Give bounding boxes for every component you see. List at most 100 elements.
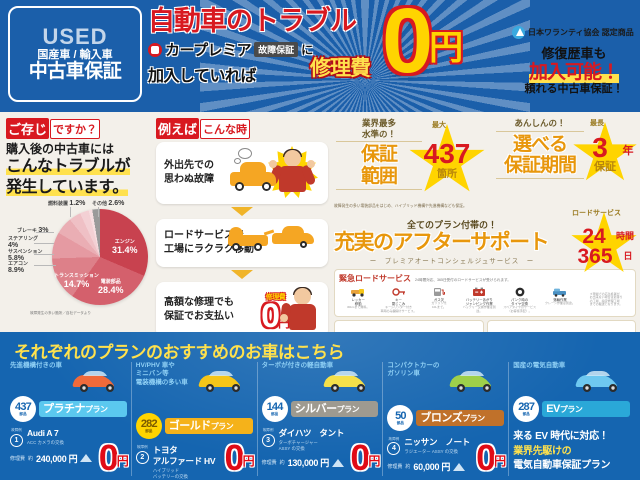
trouble-pie-chart: 燃料装置 1.2% その他 2.6% ブレーキ 3% ステアリング 4% サスペ… [6,199,152,321]
feature-coverage-scope: 業界最多 水準の！ 保証 範囲 [336,118,422,192]
plan-fee-label: 修理費 [387,464,403,471]
did-you-know-header: ご存じ ですか？ [6,118,152,139]
coverage-notice: 故障発生の多い電装部品をはじめ、ハイブリッド機構や先進機構なども保証。 [334,204,467,208]
period-title-2: 保証期間 [503,154,577,176]
plan-example-row: 故障例 2 トヨタ アルファード HV ハイブリッド バッテリーの交換 [135,445,253,479]
plan-car-type: 先進機構付きの車 [10,362,62,369]
plan-card-シルバー[interactable]: ターボが付きの軽自動車 144 部品 シルバープラン 故障例 3 ダイハツ タント ターボチャ… [256,362,383,478]
road-service-star-caption: ロードサービス [572,210,621,217]
zero-yen-display: 0 円 [382,0,463,87]
used-car-warranty-badge: USED 国産車 / 輸入車 中古車保証 [8,6,142,102]
road-service-item: パンク時の タイヤ交換 スペアタイヤのサービス （お客様手配）。 [500,286,538,313]
road-service-icon-list: レッカー 移動 30kmまで無料。 キー 閉じこみ キーシリンダー付き 車両のみ鍵開け… [339,286,631,313]
service-hours-unit: 時間 [615,231,634,241]
pie-value-electrical: 電装部品 28.4% [98,278,124,295]
headline-block: 自動車のトラブル カープレミア 故障保証 に 加入していれば [148,8,478,86]
plan-example-label: 故障例 [11,428,22,433]
repair-history-line2: 加入可能！ [528,61,620,84]
pie-label-fuel: 燃料装置 1.2% [48,199,86,207]
road-service-item-note: 30kmまで無料。 [347,305,370,310]
breakdown-illustration [228,142,324,204]
plan-name-pill: 287 部品 EVプラン [513,396,630,423]
leader-line-fuel [70,206,71,217]
plan-zero-number: 0 [350,436,370,478]
plan-parts-count: 50 [395,409,406,422]
plan-example-car: ダイハツ タント [278,428,345,439]
plan-card-プラチナ[interactable]: 先進機構付きの車 437 部品 プラチナプラン 故障例 1 Audi A 7 ACC カメラの… [6,362,131,476]
fee-arrow-icon [331,458,344,467]
fuel-icon [432,286,446,297]
road-service-item: 落輪作業 クレーン作業は別途。 [541,286,579,313]
road-service-item-note: キーシリンダー付き 車両のみ鍵開けサービス。 [380,305,417,313]
plan-parts-badge: 437 部品 [10,396,36,423]
scenario-card-breakdown: 外出先での 思わぬ故障 [156,142,328,204]
plan-fee-value: 60,000 円 [413,462,451,473]
scenario-text-1: 外出先での 思わぬ故障 [164,159,214,186]
plan-parts-badge: 282 部品 [135,413,162,440]
after-support-title: 充実のアフターサポート [334,231,550,254]
person-hand-right [307,160,315,168]
plan-parts-unit: 部品 [396,420,404,425]
leader-line-other [98,206,99,217]
mini-repair-label: 修理費 [265,294,286,301]
period-warranty-unit: 保証 [594,161,616,173]
tow-truck-icon [351,286,365,297]
plan-example-number: 2 [135,450,149,464]
coverage-caption-1: 業界最多 [361,118,396,128]
mini-zero: 0 [261,297,280,335]
plan-car-illustration [572,364,630,394]
fee-arrow-icon [453,462,466,471]
plan-name: EVプラン [546,403,583,416]
tow-truck-cab [229,227,243,236]
surprised-person-figure [267,149,317,204]
plan-name: ブロンズプラン [420,411,485,424]
road-service-item-label: レッカー 移動 [351,298,365,307]
leader-line-brake [36,231,54,233]
period-title-1: 選べる [512,133,568,155]
used-label: USED [42,23,108,49]
road-service-item-label: ガス欠 [433,298,444,303]
pie-label-steering: ステアリング 4% [8,235,39,249]
plan-zero-yen: 円 [494,454,507,468]
tire-icon [513,286,527,297]
road-service-item-label: 落輪作業 [553,298,567,303]
plan-name-pill: 282 部品 ゴールドプラン [135,413,253,440]
coverage-rule-top [336,141,422,143]
ev-line-3: 電気自動車保証プラン [513,460,611,472]
plan-card-ゴールド[interactable]: HV/PHV 車や ミニバン等 電装機構の多い車 282 部品 ゴールドプラン 故障例 2 トヨ… [130,362,257,479]
plan-example-badge: 故障例 4 [387,437,401,456]
pie-label-brake: ブレーキ 3% [17,226,49,234]
plan-car-illustration [69,364,127,394]
plan-name: プラチナプラン [43,403,108,416]
coverage-caption-2: 水準の！ [361,128,396,139]
towed-car-body [272,233,314,244]
thought-bubble-large [238,148,252,159]
features-column: 業界最多 水準の！ 保証 範囲 最大 437 箇所 あんしんの！ 選べる 保証期… [334,118,637,383]
plan-card-ブロンズ[interactable]: コンパクトカーの ガソリン車 50 部品 ブロンズプラン 故障例 4 ニッサン ノート ラジエー… [382,362,508,476]
flow-arrow-2 [231,270,253,279]
pie-chart-note: 故障発生の多い箇所／自社データより [30,310,92,315]
service-days: 365 [577,245,613,268]
plan-example-car: Audi A 7 [27,428,59,439]
plan-example-part: ターボチャージャー ASSY の交換 [278,440,318,451]
plan-card-EV[interactable]: 国産の電気自動車 287 部品 EVプラン 来る EV 時代に対応！ 業界先駆けの 電気自動… [508,362,634,476]
repair-history-line3: 頼れる中古車保証！ [524,83,624,96]
brand-tag: 故障保証 [254,42,299,57]
service-days-unit: 日 [623,251,633,261]
period-rule-top [496,130,584,132]
lead-line1: 購入後の中古車には [6,142,115,156]
plan-name-bar: シルバープラン [290,401,379,418]
fee-arrow-icon [80,454,93,463]
person-hand-left [269,160,277,168]
plan-example-part: ラジエーター ASSY の交換 [404,448,458,454]
car-transport-icon [552,286,567,297]
payment-person-head [294,288,311,305]
road-service-item: バッテリーあがり ジャンピング作業 バッテリー交換作業は別途。 [460,286,498,313]
plan-zero-number: 0 [98,436,119,478]
plan-parts-unit: 部品 [145,429,153,434]
headline-sub: 加入していれば [148,68,257,85]
plan-parts-unit: 部品 [19,412,27,417]
brand-particle: に [301,43,314,57]
